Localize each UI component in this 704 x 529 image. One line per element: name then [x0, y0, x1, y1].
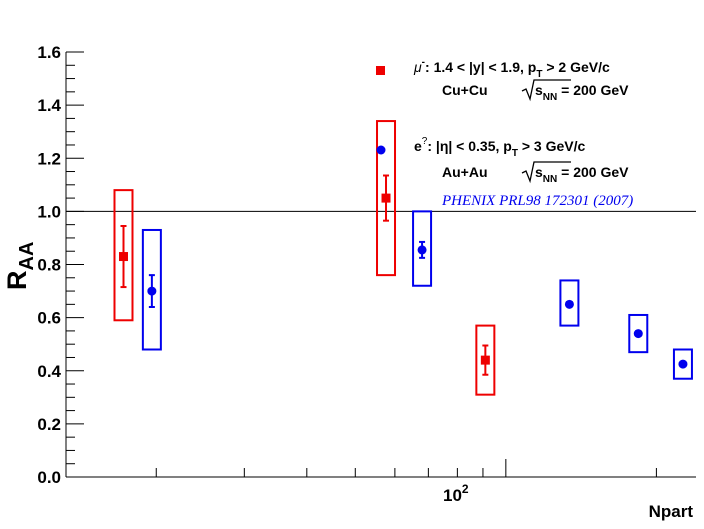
data-point [381, 193, 391, 203]
y-axis-title-sub: AA [16, 242, 38, 271]
y-axis-title-main: R [2, 271, 32, 291]
legend-muon-symbol-sup: - [422, 57, 425, 68]
legend-electron-energy-s: s [535, 164, 543, 180]
y-axis-title: RAA [2, 242, 38, 290]
reference-citation: PHENIX PRL98 172301 (2007) [441, 193, 633, 209]
series-muon [113, 120, 496, 396]
y-tick-label: 0.4 [37, 362, 61, 381]
legend-muon-symbol: μ [413, 59, 422, 75]
axes: 0.0 0.2 0.4 0.6 0.8 1.0 1.2 1.4 1.6 [37, 43, 696, 487]
legend-marker-muon [376, 66, 385, 75]
y-tick-label: 0.8 [37, 256, 61, 275]
systematic-box [559, 279, 580, 327]
legend-muon-line1: μ-: 1.4 < |y| < 1.9, pT > 2 GeV/c [413, 57, 610, 80]
data-layer [113, 120, 693, 396]
y-tick-label: 1.6 [37, 43, 61, 62]
legend-electron-system: Au+Au [442, 164, 488, 180]
legend-muon-energy-s: s [535, 82, 543, 98]
y-tick-label: 0.2 [37, 415, 61, 434]
data-point [147, 286, 157, 296]
data-point [678, 359, 688, 369]
legend-electron-energy-sub: NN [543, 174, 557, 185]
systematic-box [475, 324, 496, 396]
legend-electron-symbol-sup: ? [422, 136, 428, 147]
systematic-box [113, 189, 134, 322]
legend-muon-sqrt-sign [521, 79, 571, 102]
x-tick-label-100: 102 [443, 482, 469, 505]
systematic-box [672, 348, 693, 380]
legend-electron-energy-value: = 200 GeV [557, 164, 629, 180]
systematic-box [628, 313, 649, 354]
y-tick-label: 1.4 [37, 96, 61, 115]
legend: μ-: 1.4 < |y| < 1.9, pT > 2 GeV/c Cu+Cu … [376, 57, 633, 209]
legend-electron-cuts-sub: T [512, 148, 518, 159]
y-tick-label: 1.2 [37, 149, 61, 168]
legend-muon-cuts-end: > 2 GeV/c [542, 59, 610, 75]
legend-electron-sqrt-sign [521, 161, 571, 184]
legend-muon-cuts-sub: T [536, 69, 542, 80]
legend-electron-cuts: : |η| < 0.35, p [427, 138, 511, 154]
systematic-box [412, 210, 433, 287]
series-electron [141, 210, 693, 380]
data-point [417, 245, 427, 255]
x-axis-title: Npart [649, 502, 694, 521]
data-point [118, 252, 128, 262]
legend-muon-cuts: : 1.4 < |y| < 1.9, p [425, 59, 536, 75]
x-tick-label-base: 10 [443, 486, 462, 505]
legend-electron-cuts-end: > 3 GeV/c [518, 138, 586, 154]
data-point [480, 355, 490, 365]
systematic-box [376, 120, 397, 277]
legend-electron-line1: e?: |η| < 0.35, pT > 3 GeV/c [414, 136, 585, 159]
data-point [564, 299, 574, 309]
y-tick-label: 0.6 [37, 309, 61, 328]
legend-electron-energy: sNN = 200 GeV [535, 164, 629, 185]
systematic-box [141, 228, 162, 351]
legend-electron-symbol: e [414, 138, 422, 154]
x-tick-label-exp: 2 [462, 482, 469, 496]
y-tick-label: 1.0 [37, 202, 61, 221]
legend-muon-energy-value: = 200 GeV [557, 82, 629, 98]
y-tick-label: 0.0 [37, 468, 61, 487]
legend-marker-electron [376, 145, 386, 155]
legend-muon-energy: sNN = 200 GeV [535, 82, 629, 103]
legend-muon-energy-sub: NN [543, 92, 557, 103]
data-point [633, 329, 643, 339]
legend-muon-system: Cu+Cu [442, 82, 488, 98]
